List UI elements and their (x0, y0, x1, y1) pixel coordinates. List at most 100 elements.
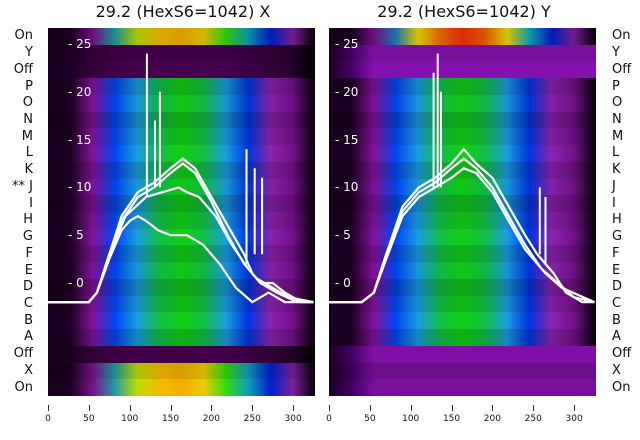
heatmap-row (48, 212, 315, 230)
x-tick-label: 100 (402, 414, 420, 424)
heatmap-row (48, 178, 315, 196)
heatmap-row (329, 312, 596, 330)
x-tick-label: 150 (161, 414, 180, 424)
row-label: E (24, 262, 33, 278)
heatmap-row (329, 278, 596, 297)
row-label: G (22, 229, 33, 245)
heatmap-row (329, 145, 596, 163)
x-tick-mark (293, 405, 295, 411)
heatmap-row (329, 94, 596, 113)
row-label: D (22, 279, 33, 295)
heatmap-row (48, 379, 315, 396)
heatmap-row (48, 362, 315, 380)
y-tick-label: - 0 (68, 276, 84, 290)
row-label: Y (612, 45, 620, 61)
heatmap-row (329, 295, 596, 313)
row-label: L (25, 145, 33, 161)
heatmap-row (329, 329, 596, 347)
heatmap-row (48, 94, 315, 113)
heatmap-row (329, 61, 596, 79)
row-label: C (612, 296, 622, 311)
heatmap-row (48, 111, 315, 129)
row-label: I (29, 195, 33, 211)
y-tick-label: - 25 (68, 37, 92, 51)
profile-3-line (48, 214, 314, 304)
profile-overlay (329, 53, 595, 304)
y-tick-label: - 10 (68, 180, 92, 195)
heatmap-row (329, 28, 596, 46)
row-label: K (612, 162, 621, 178)
x-tick-label: 300 (565, 414, 583, 424)
row-label: F (25, 245, 33, 261)
heatmap-row (329, 362, 596, 380)
x-tick-mark (574, 405, 576, 411)
x-tick-mark (369, 405, 371, 411)
row-label: H (612, 212, 622, 228)
profile-4-line (48, 186, 314, 304)
heatmap-row (329, 262, 596, 280)
x-tick-label: 0 (326, 414, 332, 424)
row-label: X (612, 362, 621, 378)
y-tick-label: - 0 (335, 276, 351, 290)
heatmap-row (48, 329, 315, 347)
x-tick-label: 50 (83, 414, 95, 424)
y-tick-label: - 15 (68, 132, 92, 147)
x-tick-label: 250 (243, 414, 261, 424)
heatmap-row (48, 128, 315, 146)
heatmap-row (48, 345, 315, 364)
row-label: On (14, 28, 33, 44)
row-label: F (612, 245, 620, 261)
heatmap-panel (329, 28, 596, 396)
row-label: On (14, 379, 33, 395)
x-tick-mark (88, 405, 90, 411)
profile-3-line (329, 167, 595, 304)
row-label: A (612, 329, 621, 345)
y-tick-label: - 15 (335, 132, 359, 147)
heatmap-row (329, 78, 596, 96)
heatmap-row (329, 379, 596, 396)
heatmap-row (48, 245, 315, 263)
row-label: E (612, 262, 621, 278)
heatmap-row (48, 78, 315, 96)
row-label: O (612, 95, 623, 111)
x-tick-label: 300 (284, 414, 302, 424)
x-tick-label: 50 (364, 414, 376, 424)
row-label: K (24, 162, 33, 178)
x-tick-mark (492, 405, 494, 411)
row-label: G (612, 229, 623, 245)
row-label: Y (25, 45, 33, 61)
row-label: O (22, 95, 33, 111)
row-label: J (612, 178, 616, 194)
row-label: L (612, 145, 620, 161)
heatmap-row (48, 145, 315, 163)
x-tick-mark (533, 405, 535, 411)
row-label: Off (13, 346, 33, 362)
row-label: B (24, 312, 33, 328)
row-label: ** J (12, 178, 33, 194)
row-label: N (23, 112, 33, 127)
heatmap-row (329, 345, 596, 364)
heatmap-panel (48, 28, 315, 396)
row-label: D (612, 279, 623, 295)
y-tick-label: - 5 (335, 228, 351, 243)
heatmap-row (48, 28, 315, 46)
x-tick-mark (410, 405, 412, 411)
row-label: C (23, 296, 33, 311)
heatmap-row (48, 44, 315, 62)
x-tick-mark (451, 405, 453, 411)
heatmap-row (48, 161, 315, 180)
row-label: On (612, 28, 631, 44)
heatmap-row (329, 111, 596, 129)
x-tick-mark (129, 405, 131, 411)
heatmap-row (48, 195, 315, 213)
row-label: Off (612, 346, 632, 362)
x-tick-mark (211, 405, 213, 411)
x-tick-label: 200 (483, 414, 501, 424)
row-label: I (612, 195, 616, 211)
heatmap-row (48, 278, 315, 297)
row-label: Off (612, 61, 632, 77)
x-tick-mark (48, 405, 49, 411)
row-label: P (25, 78, 33, 94)
y-tick-label: - 25 (335, 37, 359, 51)
row-label: M (612, 128, 624, 144)
